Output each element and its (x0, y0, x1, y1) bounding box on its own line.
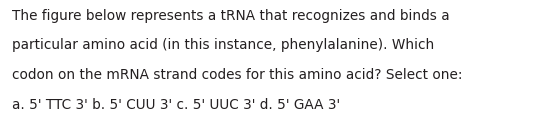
Text: a. 5' TTC 3' b. 5' CUU 3' c. 5' UUC 3' d. 5' GAA 3': a. 5' TTC 3' b. 5' CUU 3' c. 5' UUC 3' d… (12, 98, 340, 112)
Text: codon on the mRNA strand codes for this amino acid? Select one:: codon on the mRNA strand codes for this … (12, 68, 463, 82)
Text: The figure below represents a tRNA that recognizes and binds a: The figure below represents a tRNA that … (12, 9, 450, 23)
Text: particular amino acid (in this instance, phenylalanine). Which: particular amino acid (in this instance,… (12, 38, 435, 52)
